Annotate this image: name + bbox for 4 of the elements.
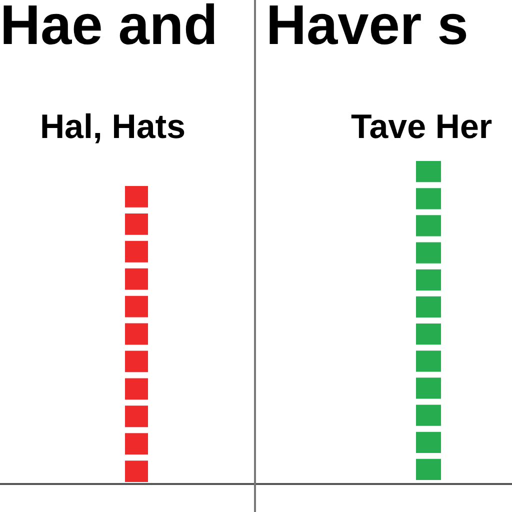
- chart-title: Haver s: [266, 0, 468, 57]
- chart-subtitle: Hal, Hats: [40, 108, 186, 147]
- chart-title: Hae and: [0, 0, 218, 57]
- chart-subtitle: Tave Her: [351, 108, 492, 147]
